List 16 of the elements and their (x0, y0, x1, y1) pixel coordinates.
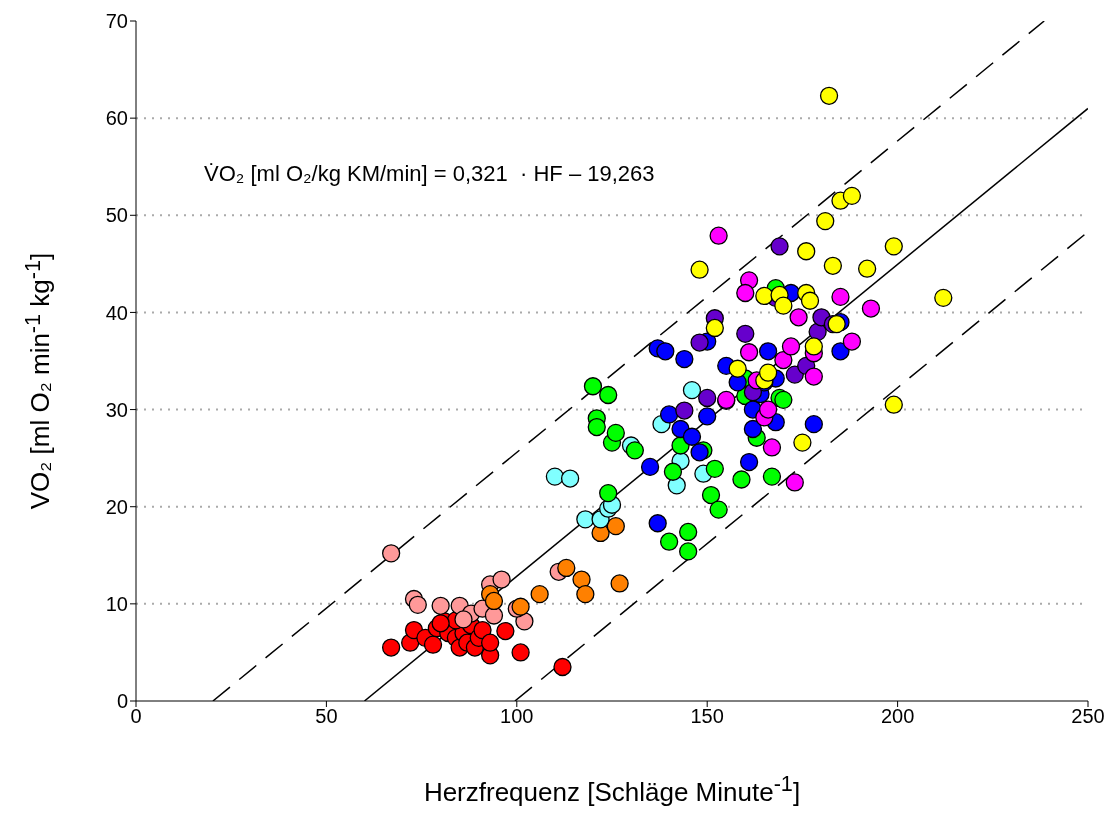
y-tick-label: 0 (116, 690, 128, 713)
x-tick-label: 100 (500, 705, 534, 728)
x-tick-label: 0 (130, 705, 142, 728)
y-tick-label: 20 (105, 495, 128, 518)
x-axis-title: Herzfrequenz [Schläge Minute$^{-1}$] (422, 771, 802, 808)
x-tick-label: 250 (1071, 705, 1105, 728)
y-tick-label: 10 (105, 592, 128, 615)
y-tick-label: 30 (105, 398, 128, 421)
annotation: V̇O₂ [ml O₂/kg KM/min] = 0,321 · HF – 19,263 (204, 161, 655, 187)
y-tick-label: 50 (105, 204, 128, 227)
y-tick-label: 60 (105, 107, 128, 130)
y-tick-label: 70 (105, 10, 128, 33)
x-tick-label: 150 (690, 705, 724, 728)
x-tick-label: 50 (315, 705, 338, 728)
y-tick-label: 40 (105, 301, 128, 324)
x-tick-label: 200 (880, 705, 915, 728)
